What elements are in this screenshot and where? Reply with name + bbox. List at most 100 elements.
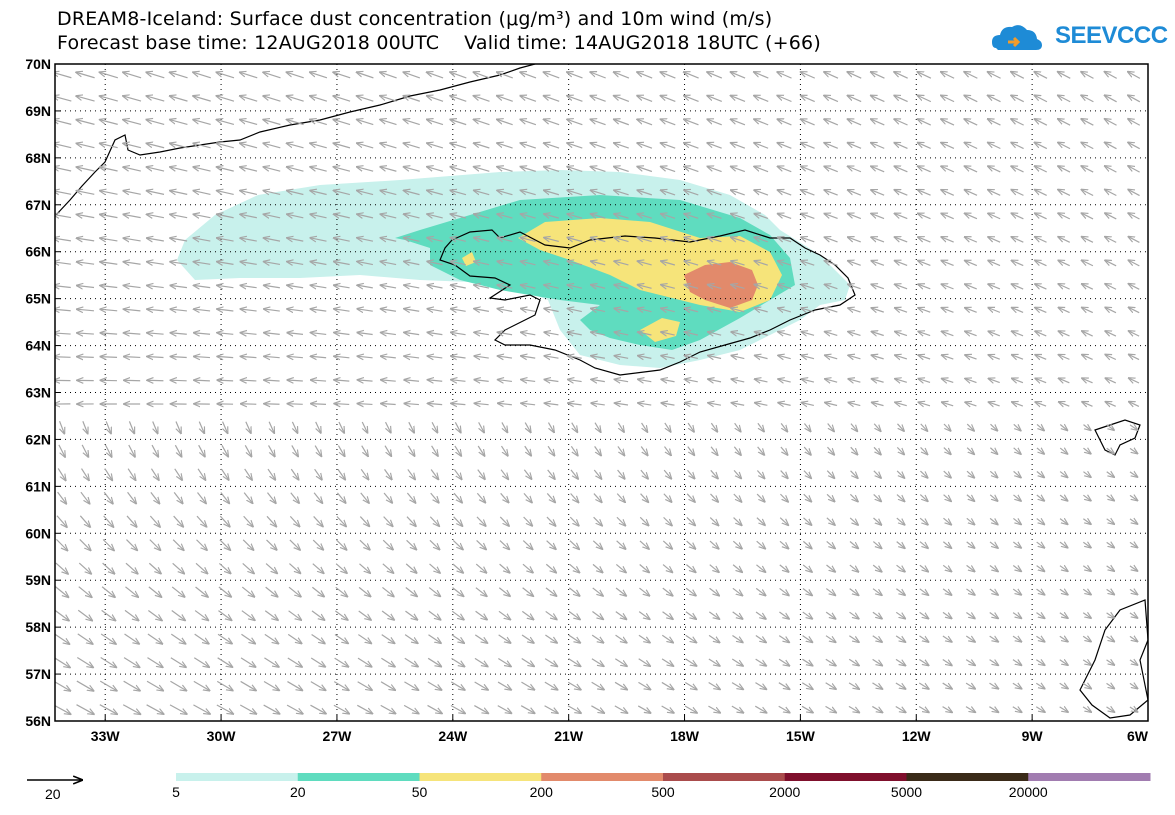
wind-vector bbox=[427, 309, 443, 312]
wind-vector bbox=[288, 610, 302, 620]
wind-vector bbox=[475, 563, 486, 573]
wind-vector bbox=[1128, 307, 1140, 314]
wind-vector bbox=[474, 214, 490, 218]
wind-vector bbox=[1081, 260, 1094, 267]
wind-vector bbox=[1105, 284, 1117, 290]
wind-vector bbox=[848, 332, 861, 336]
wind-vector bbox=[242, 563, 254, 573]
wind-vector bbox=[498, 587, 510, 597]
wind-vector bbox=[710, 446, 718, 456]
wind-vector bbox=[777, 214, 792, 219]
wind-vector bbox=[778, 308, 792, 312]
wind-vector bbox=[1036, 471, 1044, 477]
wind-vector bbox=[637, 261, 652, 265]
wind-vector bbox=[1059, 495, 1068, 501]
wind-vector bbox=[920, 447, 928, 454]
wind-vector bbox=[1034, 95, 1048, 103]
wind-vector bbox=[286, 704, 303, 714]
wind-vector bbox=[100, 333, 118, 334]
wind-vector bbox=[801, 682, 813, 690]
wind-vector bbox=[778, 682, 790, 690]
wind-vector bbox=[1058, 166, 1071, 173]
wind-vector bbox=[1058, 307, 1070, 312]
wind-vector bbox=[1011, 119, 1024, 126]
wind-vector bbox=[125, 586, 138, 597]
wind-vector bbox=[103, 515, 114, 527]
wind-vector bbox=[849, 493, 858, 501]
wind-vector bbox=[148, 562, 161, 574]
wind-vector bbox=[240, 356, 257, 357]
wind-vector bbox=[169, 72, 188, 79]
wind-vector bbox=[777, 72, 792, 79]
lon-tick-label: 33W bbox=[91, 728, 121, 744]
wind-vector bbox=[123, 680, 141, 691]
wind-vector bbox=[849, 611, 859, 619]
wind-vector bbox=[684, 72, 699, 79]
wind-vector bbox=[871, 166, 885, 173]
wind-vector bbox=[311, 610, 325, 620]
wind-vector bbox=[756, 493, 765, 502]
wind-vector bbox=[55, 562, 68, 574]
wind-vector bbox=[194, 333, 211, 335]
wind-vector bbox=[638, 332, 652, 335]
wind-vector bbox=[754, 166, 769, 173]
wind-vector bbox=[568, 658, 581, 667]
wind-vector bbox=[965, 284, 977, 289]
wind-vector bbox=[55, 357, 71, 358]
wind-vector bbox=[1129, 378, 1140, 383]
wind-vector bbox=[217, 380, 234, 381]
wind-vector bbox=[1035, 683, 1045, 688]
wind-vector bbox=[684, 403, 698, 405]
wind-vector bbox=[381, 403, 396, 404]
wind-vector bbox=[55, 167, 72, 171]
wind-vector bbox=[989, 683, 998, 689]
lat-tick-label: 58N bbox=[25, 619, 51, 635]
wind-vector bbox=[310, 167, 327, 172]
wind-vector bbox=[708, 379, 722, 382]
lon-tick-label: 18W bbox=[670, 728, 700, 744]
wind-vector bbox=[567, 308, 582, 311]
wind-vector bbox=[894, 213, 908, 220]
wind-vector bbox=[193, 120, 211, 126]
wind-vector bbox=[357, 309, 373, 311]
wind-vector bbox=[1059, 660, 1068, 665]
wind-vector bbox=[848, 355, 861, 359]
wind-vector bbox=[497, 167, 513, 172]
wind-vector bbox=[404, 681, 418, 690]
wind-vector bbox=[1082, 707, 1091, 712]
wind-vector bbox=[55, 333, 71, 334]
wind-vector bbox=[941, 261, 954, 267]
wind-vector bbox=[122, 704, 140, 715]
wind-vector bbox=[920, 423, 928, 431]
wind-vector bbox=[427, 657, 441, 666]
wind-vector bbox=[263, 120, 281, 126]
plot-frame bbox=[54, 63, 1149, 722]
wind-vector bbox=[498, 403, 512, 404]
wind-vector bbox=[824, 308, 838, 312]
wind-vector bbox=[801, 214, 815, 220]
wind-vector bbox=[356, 96, 374, 102]
wind-vector bbox=[263, 167, 281, 172]
wind-vector bbox=[147, 309, 164, 311]
wind-vector bbox=[1058, 190, 1071, 196]
wind-vector bbox=[662, 587, 673, 596]
wind-vector bbox=[1013, 494, 1021, 501]
wind-vector bbox=[544, 261, 559, 265]
wind-vector bbox=[684, 285, 699, 289]
wind-vector bbox=[591, 285, 606, 288]
wind-vector bbox=[381, 380, 396, 381]
wind-vector bbox=[662, 540, 672, 549]
wind-vector bbox=[450, 190, 467, 194]
wind-vector bbox=[452, 587, 464, 597]
wind-vector bbox=[567, 96, 583, 102]
wind-vector bbox=[567, 72, 583, 79]
wind-vector bbox=[570, 493, 579, 503]
wind-vector bbox=[55, 609, 69, 621]
wind-vector bbox=[1036, 613, 1044, 619]
wind-vector bbox=[731, 166, 746, 173]
wind-vector bbox=[194, 380, 210, 381]
wind-vector bbox=[427, 119, 444, 126]
wind-vector bbox=[268, 445, 275, 456]
wind-vector bbox=[524, 422, 531, 433]
wind-vector bbox=[802, 635, 813, 643]
